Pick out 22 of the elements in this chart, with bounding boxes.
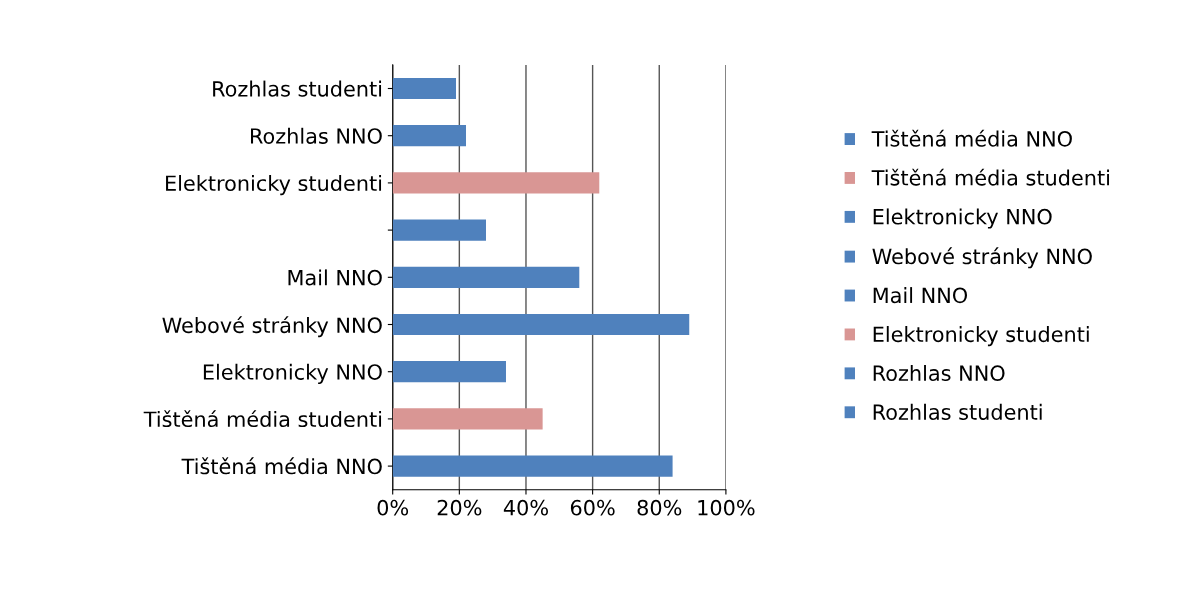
y-tick-label: Tištěná média NNO <box>181 457 382 475</box>
y-tick-label: Elektronicky NNO <box>203 363 382 384</box>
y-tick-label: Tištěná média studenti <box>143 410 382 428</box>
legend-label: Tištěná média studenti <box>871 168 1109 186</box>
legend-label: Elektronicky NNO <box>873 208 1052 229</box>
legend-label: Rozhlas studenti <box>873 403 1042 420</box>
x-tick-label: 40% <box>503 499 548 516</box>
x-tick-label: 100% <box>698 499 755 516</box>
y-tick-label: Rozhlas studenti <box>213 80 382 97</box>
legend-label: Mail NNO <box>873 287 968 304</box>
y-tick-label: Webové stránky NNO <box>162 316 382 338</box>
legend-label: Rozhlas NNO <box>873 364 1005 382</box>
y-tick-label: Elektronicky studenti <box>166 174 382 196</box>
legend-label: Tištěná média NNO <box>871 129 1072 147</box>
x-tick-label: 0% <box>377 499 409 516</box>
legend-label: Webové stránky NNO <box>872 247 1092 269</box>
y-tick-label: Mail NNO <box>288 269 382 286</box>
x-tick-label: 80% <box>637 499 682 516</box>
x-tick-label: 60% <box>570 499 615 516</box>
legend-label: Elektronicky studenti <box>873 326 1089 347</box>
x-tick-label: 20% <box>437 499 482 516</box>
y-tick-label: Rozhlas NNO <box>251 127 382 144</box>
